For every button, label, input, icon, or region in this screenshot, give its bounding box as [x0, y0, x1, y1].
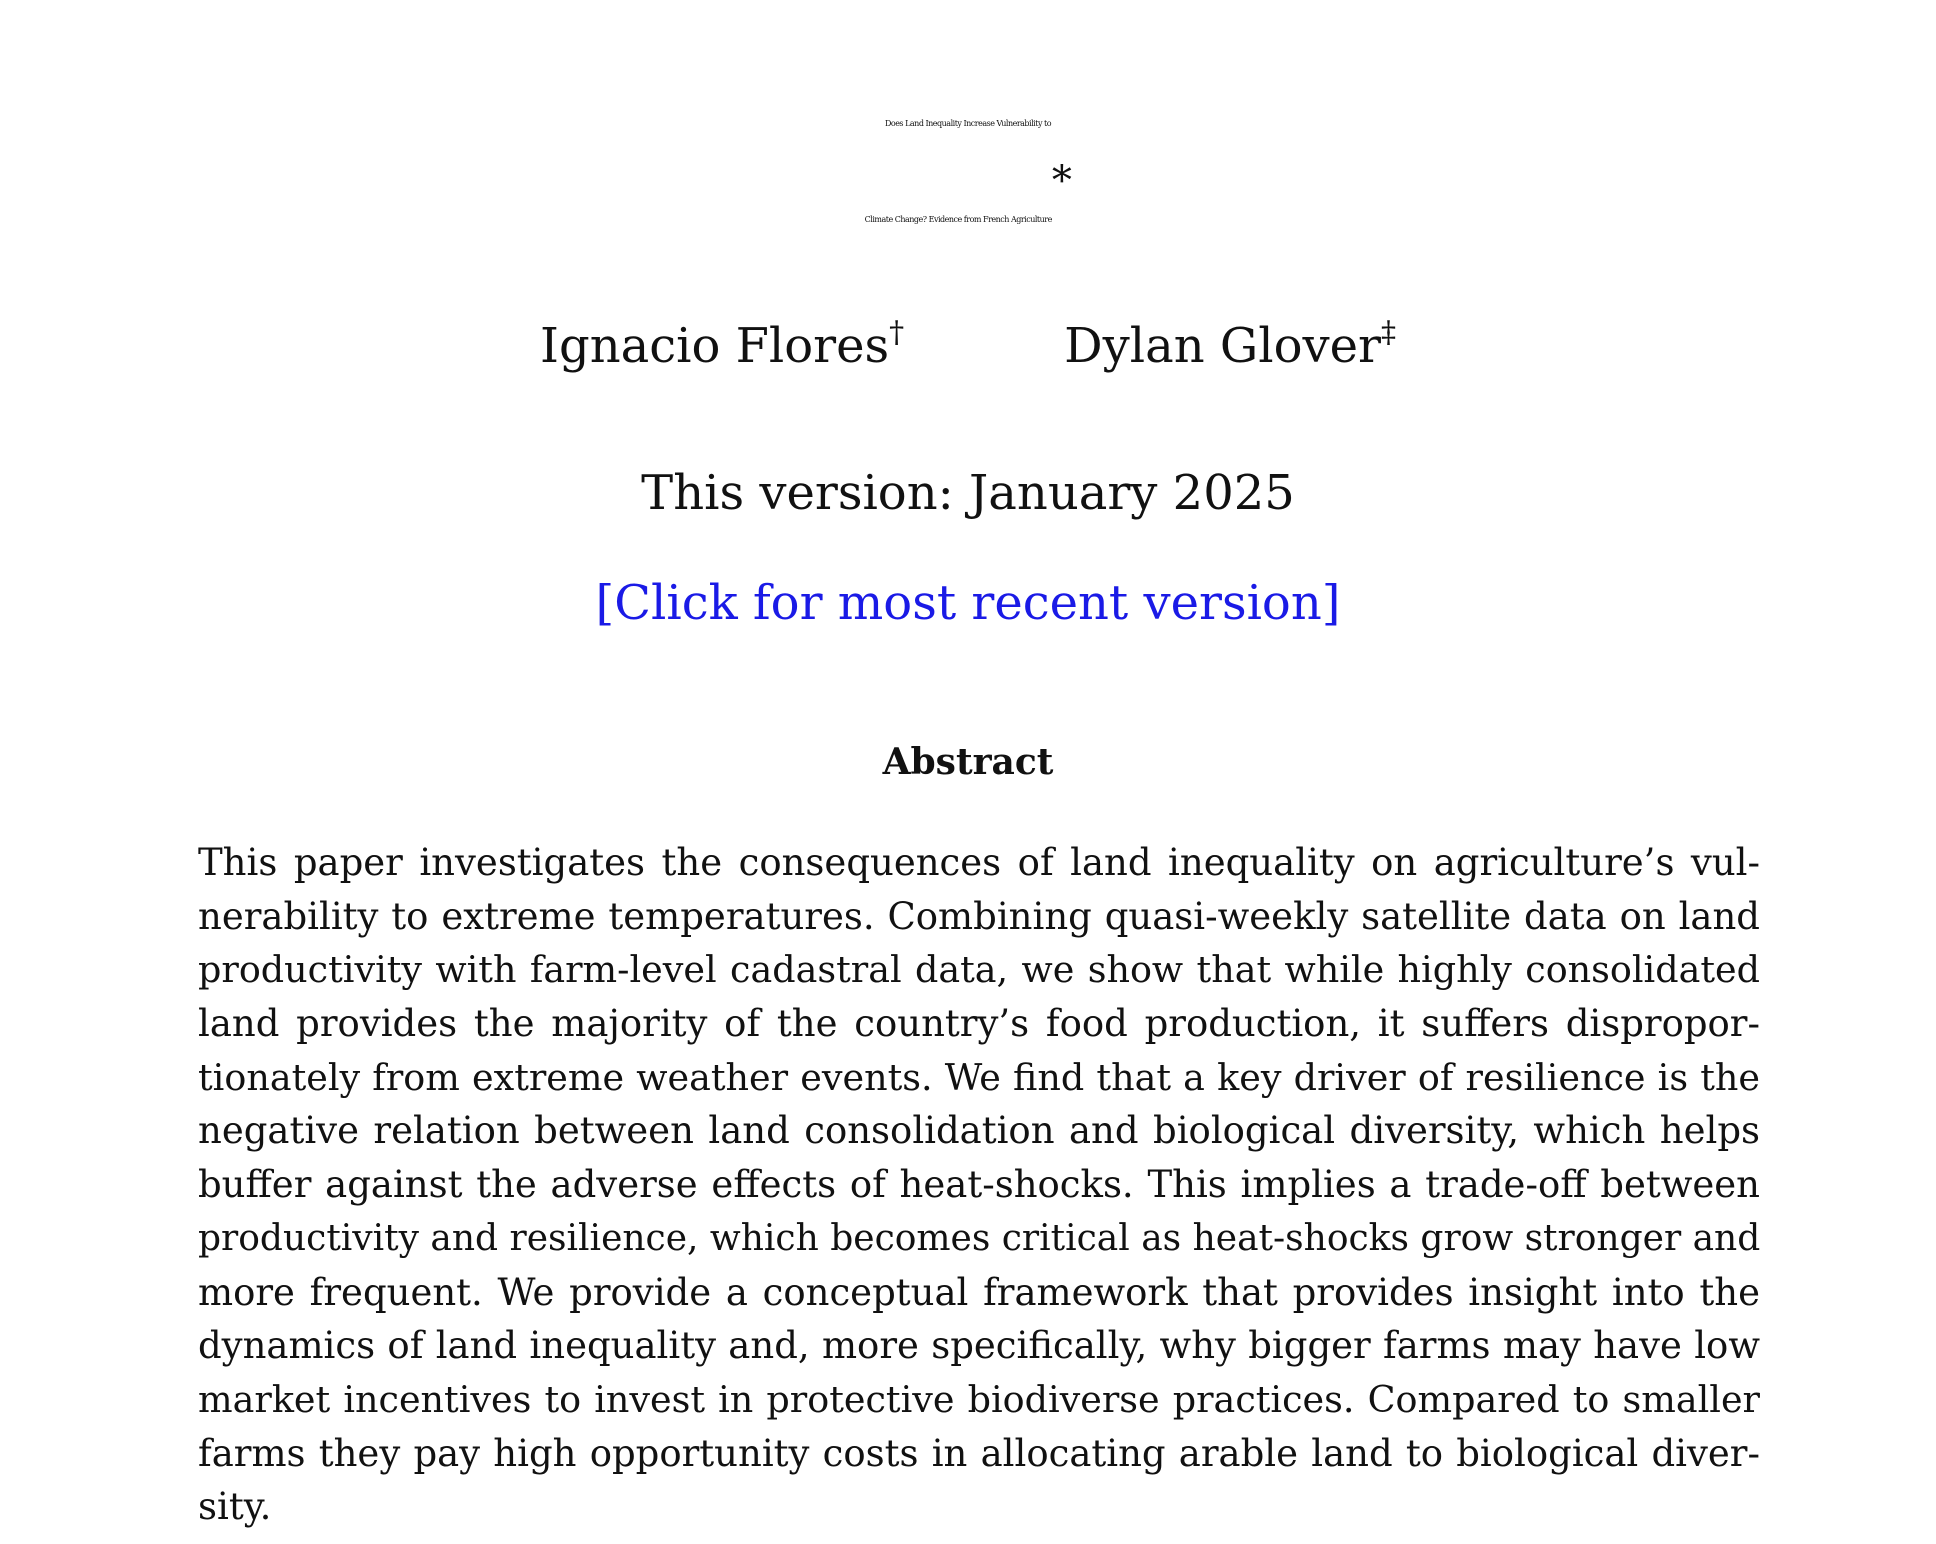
title-line-2-text: Climate Change? Evidence from French Agr… — [864, 214, 1053, 224]
abstract-heading: Abstract — [882, 741, 1054, 783]
title-footnote-mark: * — [1051, 157, 1072, 204]
author-2-name: Dylan Glover — [1064, 318, 1381, 374]
paper-title: Does Land Inequality Increase Vulnerabil… — [0, 76, 1936, 268]
abstract-line: productivity with farm-level cadastral d… — [198, 948, 1760, 992]
abstract-body: This paper investigates the consequences… — [198, 836, 1760, 1534]
abstract-line: land provides the majority of the countr… — [198, 1002, 1760, 1046]
version-date: This version: January 2025 — [641, 465, 1295, 521]
author-2-footnote-mark: ‡ — [1380, 315, 1396, 350]
abstract-line: farms they pay high opportunity costs in… — [198, 1431, 1760, 1475]
abstract-line: buffer against the adverse effects of he… — [198, 1163, 1760, 1207]
abstract-line: This paper investigates the consequences… — [198, 841, 1760, 884]
abstract-line: nerability to extreme temperatures. Comb… — [198, 894, 1760, 938]
author-2: Dylan Glover‡ — [1064, 315, 1396, 375]
author-1-name: Ignacio Flores — [540, 318, 890, 374]
abstract-line: sity. — [198, 1485, 272, 1529]
recent-version-link-container: [Click for most recent version] — [0, 575, 1936, 631]
recent-version-link[interactable]: [Click for most recent version] — [595, 575, 1341, 631]
abstract-line: dynamics of land inequality and, more sp… — [198, 1324, 1760, 1368]
title-line-1: Does Land Inequality Increase Vulnerabil… — [884, 118, 1052, 128]
abstract-line: productivity and resilience, which becom… — [198, 1217, 1761, 1259]
abstract-line: market incentives to invest in protectiv… — [198, 1377, 1760, 1421]
abstract-line: more frequent. We provide a conceptual f… — [198, 1270, 1760, 1314]
title-line-2: Climate Change? Evidence from French Agr… — [0, 161, 1936, 268]
author-list: Ignacio Flores† Dylan Glover‡ — [0, 315, 1936, 375]
abstract-line: tionately from extreme weather events. W… — [198, 1055, 1760, 1099]
author-1-footnote-mark: † — [889, 315, 905, 350]
author-1: Ignacio Flores† — [540, 315, 905, 375]
abstract-line: negative relation between land consolida… — [198, 1109, 1760, 1153]
